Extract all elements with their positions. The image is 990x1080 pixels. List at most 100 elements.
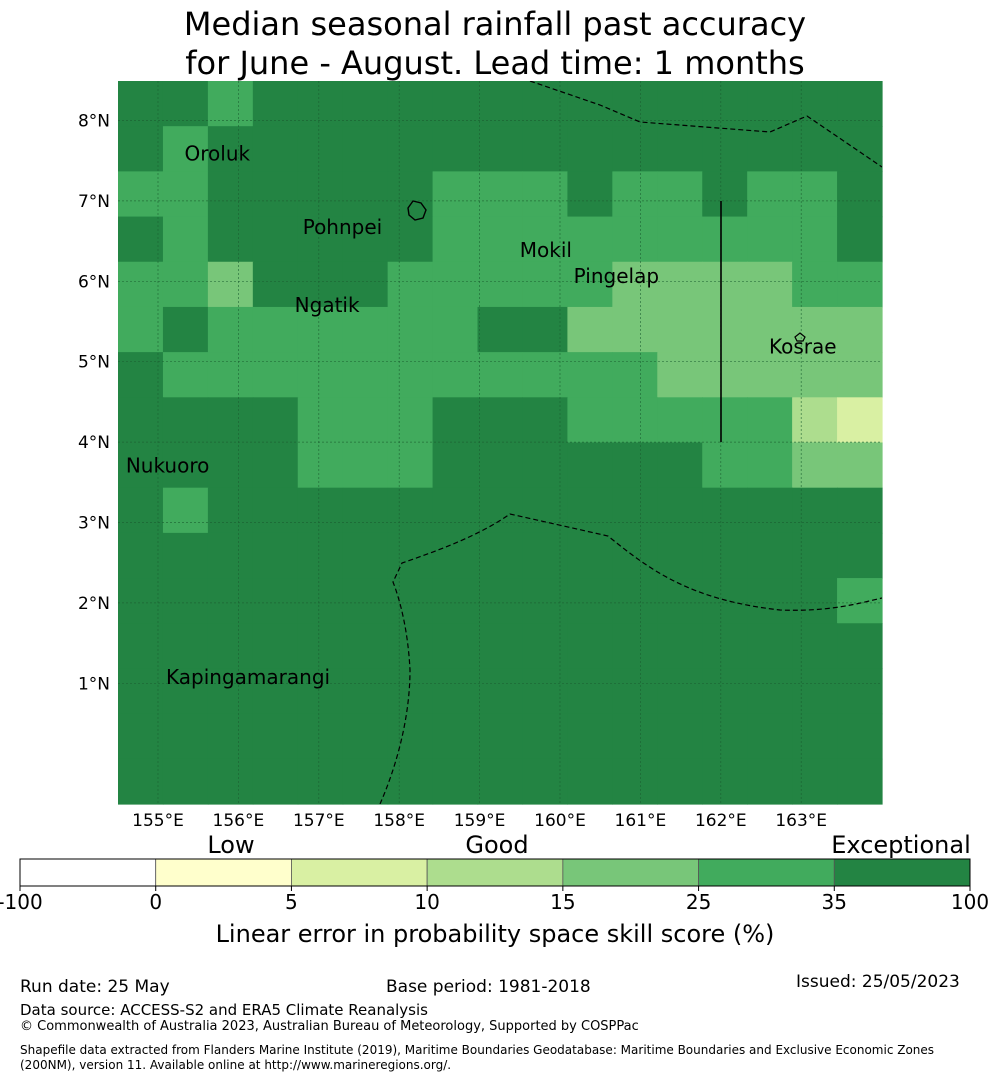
grid-cell [522, 126, 569, 172]
grid-cell [207, 758, 254, 805]
place-label-mokil: Mokil [520, 238, 572, 262]
grid-cell [657, 442, 703, 489]
place-label-kosrae: Kosrae [769, 335, 837, 359]
grid-cell [567, 126, 613, 172]
colorbar-tick-label: 35 [822, 890, 847, 914]
grid-cell [792, 352, 838, 398]
grid-cell [567, 352, 613, 398]
grid-cell [118, 216, 164, 263]
base-period: Base period: 1981-2018 [386, 977, 591, 997]
grid-cell [612, 397, 658, 444]
grid-cell [432, 442, 479, 489]
colorbar-category-labels: Low Good Exceptional [207, 831, 970, 859]
grid-cell [792, 261, 838, 308]
grid-cell [252, 623, 299, 670]
issued-date: Issued: 25/05/2023 [796, 972, 960, 992]
colorbar-tick-label: 25 [686, 890, 711, 914]
title-line-2: for June - August. Lead time: 1 months [185, 44, 805, 82]
longitude-tick-label: 159°E [454, 811, 506, 831]
grid-cell [118, 487, 164, 534]
grid-cell [252, 442, 299, 489]
grid-cell [567, 442, 613, 489]
grid-cell [387, 623, 434, 670]
grid-cell [567, 532, 613, 579]
grid-cell [207, 261, 254, 308]
grid-cell [837, 713, 883, 760]
grid-cell [612, 758, 658, 805]
grid-cell [522, 532, 569, 579]
grid-cell [702, 578, 748, 624]
grid-cell [567, 487, 613, 534]
grid-cell [792, 758, 838, 805]
grid-cell [252, 216, 299, 263]
grid-cell [792, 397, 838, 444]
longitude-tick-label: 158°E [373, 811, 425, 831]
grid-cell [118, 397, 164, 444]
grid-cell [252, 81, 299, 127]
longitude-tick-label: 156°E [213, 811, 265, 831]
grid-cell [837, 261, 883, 308]
grid-cell [702, 352, 748, 398]
grid-cell [792, 578, 838, 624]
grid-cell [297, 442, 344, 489]
grid-cell [702, 532, 748, 579]
grid-cell [612, 216, 658, 263]
grid-cell [297, 758, 344, 805]
place-label-pohnpei: Pohnpei [303, 215, 383, 239]
grid-cell [432, 261, 479, 308]
grid-cell [207, 623, 254, 670]
grid-cell [162, 81, 209, 127]
grid-cell [252, 713, 299, 760]
place-label-pingelap: Pingelap [574, 264, 659, 288]
grid-cell [657, 397, 703, 444]
grid-cell [162, 352, 209, 398]
colorbar-tick-label: 5 [285, 890, 298, 914]
run-date: Run date: 25 May [20, 977, 170, 997]
grid-cell [567, 306, 613, 353]
grid-cell [207, 216, 254, 263]
grid-cell [297, 532, 344, 579]
grid-cell [297, 487, 344, 534]
grid-cell [657, 668, 703, 715]
grid-cell [162, 623, 209, 670]
grid-cell [837, 758, 883, 805]
grid-cell [612, 352, 658, 398]
grid-cell [477, 578, 524, 624]
latitude-tick-label: 1°N [78, 674, 110, 694]
grid-cell [702, 668, 748, 715]
grid-cell [252, 758, 299, 805]
grid-cell [747, 306, 793, 353]
grid-cell [477, 216, 524, 263]
grid-cell [747, 81, 793, 127]
grid-cell [567, 623, 613, 670]
grid-cell [837, 81, 883, 127]
grid-cell [342, 306, 389, 353]
grid-cell [702, 397, 748, 444]
grid-cell [118, 623, 164, 670]
latitude-tick-label: 3°N [78, 514, 110, 534]
colorbar-frame [19, 858, 971, 887]
latitude-tick-label: 2°N [78, 594, 110, 614]
grid-cell [297, 713, 344, 760]
grid-cell [702, 306, 748, 353]
latitude-tick-label: 5°N [78, 353, 110, 373]
grid-cell [387, 487, 434, 534]
grid-cell [837, 216, 883, 263]
grid-cell [522, 216, 569, 263]
place-label-oroluk: Oroluk [185, 142, 251, 166]
grid-cell [567, 81, 613, 127]
colorbar [19, 858, 971, 887]
grid-cell [477, 668, 524, 715]
grid-cell [387, 578, 434, 624]
grid-cell [207, 578, 254, 624]
grid-cell [837, 487, 883, 534]
grid-cell [252, 578, 299, 624]
grid-cell [342, 126, 389, 172]
grid-cell [342, 578, 389, 624]
grid-cell [702, 81, 748, 127]
grid-cell [387, 261, 434, 308]
grid-cell [477, 758, 524, 805]
grid-cell [477, 261, 524, 308]
grid-cell [118, 713, 164, 760]
copyright: © Commonwealth of Australia 2023, Austra… [20, 1019, 639, 1034]
